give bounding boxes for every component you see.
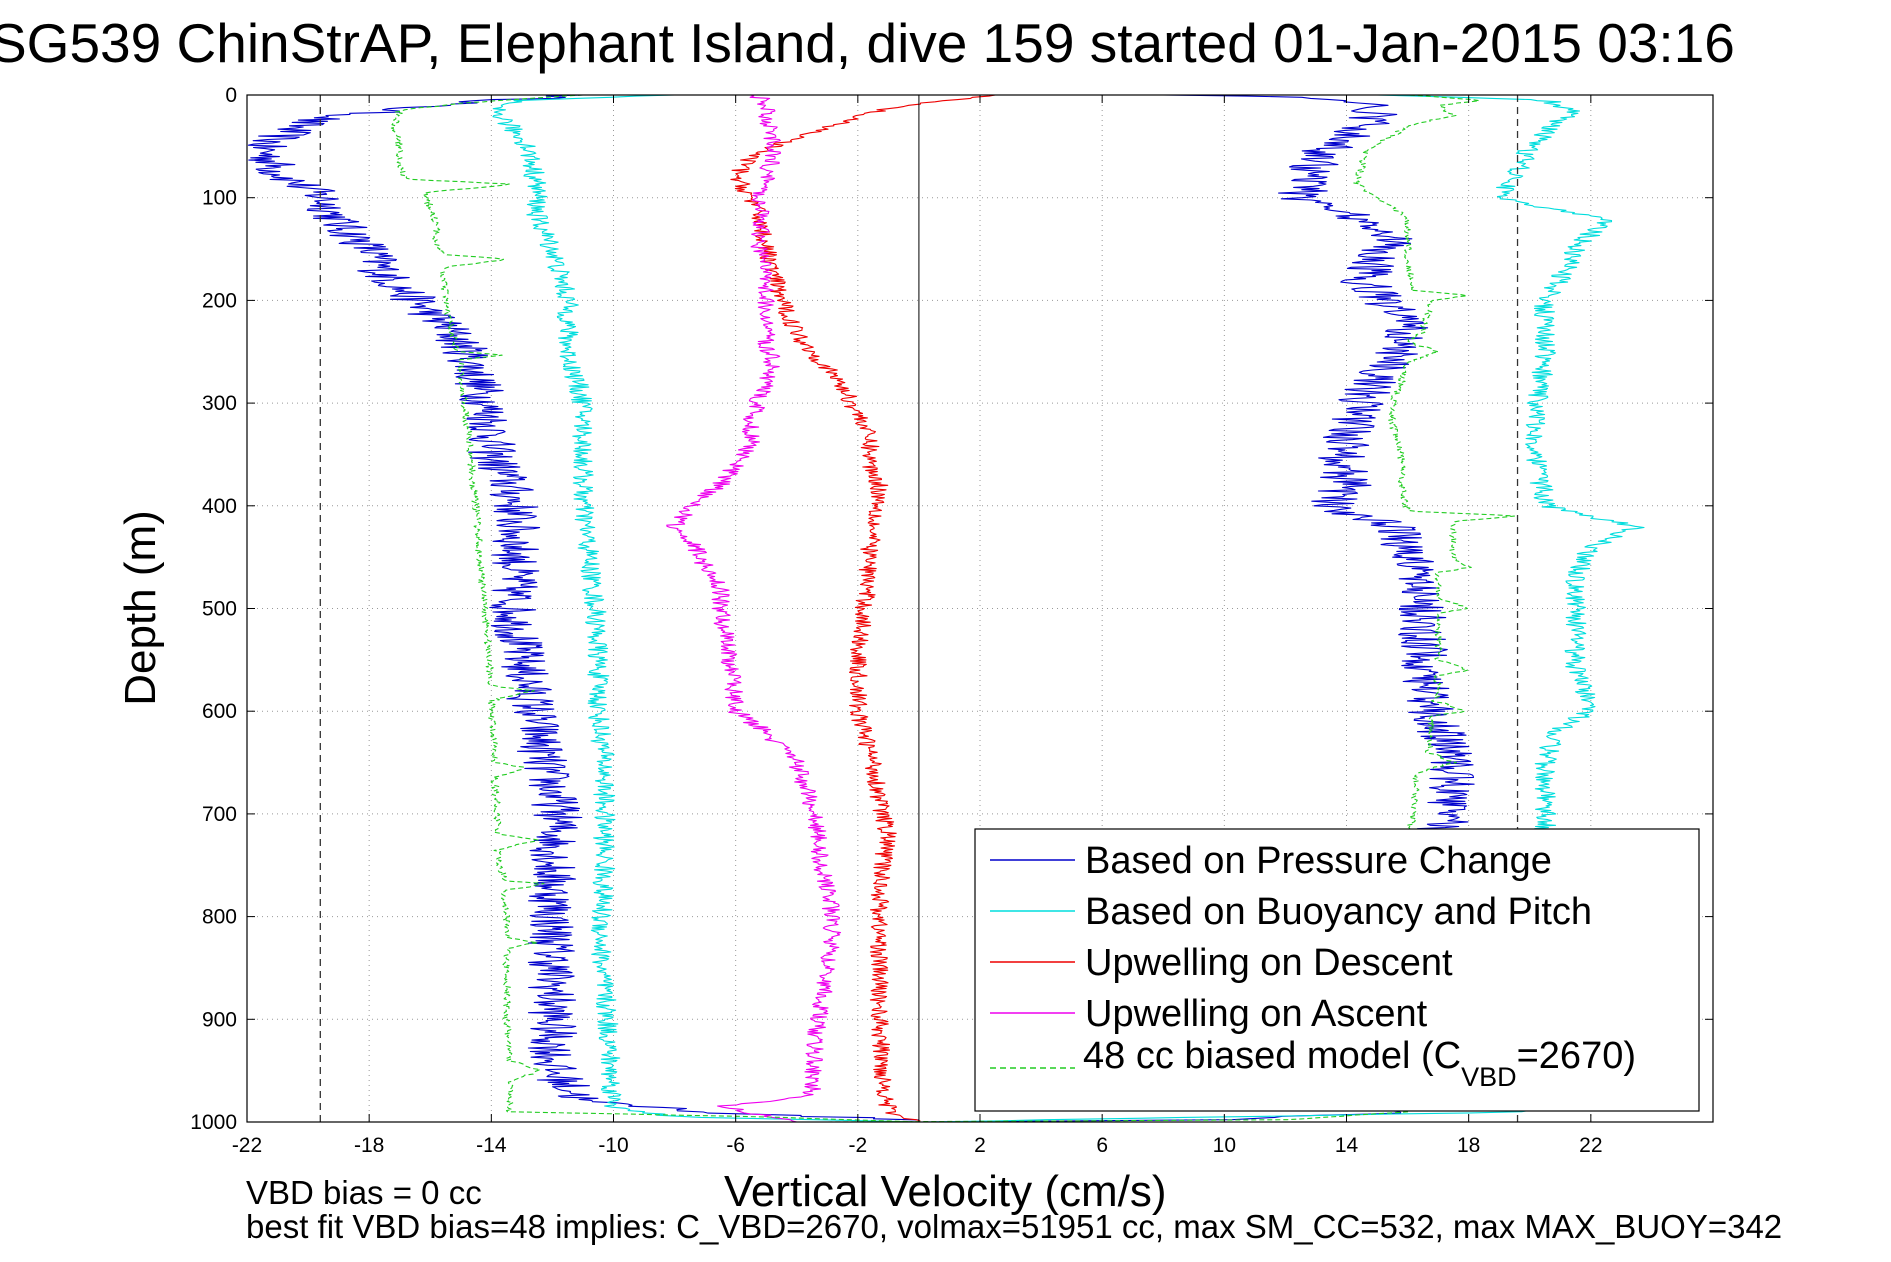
series-pressure-down [247, 95, 919, 1121]
legend-label-up-desc: Upwelling on Descent [1085, 942, 1453, 984]
x-tick-label: -6 [726, 1134, 745, 1157]
x-axis-label: Vertical Velocity (cm/s) [724, 1167, 1167, 1216]
y-tick-label: 0 [225, 84, 237, 107]
legend-model-prefix: 48 cc biased model (C [1083, 1035, 1461, 1077]
legend-label-model: 48 cc biased model (CVBD=2670) [1083, 1035, 1636, 1092]
legend-box [974, 828, 1700, 1112]
series-model-down [390, 95, 919, 1122]
series-up_desc-down [730, 95, 996, 1122]
y-tick-label: 800 [202, 906, 237, 929]
legend-model-sub: VBD [1461, 1062, 1517, 1092]
y-tick-label: 600 [202, 700, 237, 723]
y-tick-label: 200 [202, 289, 237, 312]
axis-ticks: -22 -18 -14 -10 -6 -2 2 6 10 14 18 2201002003004005… [190, 84, 1713, 1157]
y-tick-label: 700 [202, 803, 237, 826]
y-tick-label: 900 [202, 1008, 237, 1031]
x-tick-label: -22 [232, 1134, 262, 1157]
x-tick-label: -2 [848, 1134, 867, 1157]
x-tick-label: -10 [598, 1134, 628, 1157]
legend-label-up-asc: Upwelling on Ascent [1085, 993, 1428, 1035]
y-tick-label: 500 [202, 598, 237, 621]
chart-title: SG539 ChinStrAP, Elephant Island, dive 1… [0, 12, 1735, 74]
x-tick-label: 6 [1096, 1134, 1108, 1157]
x-tick-label: 2 [974, 1134, 986, 1157]
legend-label-pressure: Based on Pressure Change [1085, 840, 1552, 882]
footnote-vbd-bias: VBD bias = 0 cc [246, 1174, 482, 1211]
x-tick-label: -18 [354, 1134, 384, 1157]
series-up_asc-up [666, 95, 842, 1122]
y-tick-label: 300 [202, 392, 237, 415]
y-axis-label: Depth (m) [116, 510, 165, 706]
y-tick-label: 1000 [190, 1111, 237, 1134]
series-buoyancy-down [492, 95, 919, 1122]
x-tick-label: 14 [1335, 1134, 1359, 1157]
legend-label-buoyancy: Based on Buoyancy and Pitch [1085, 891, 1592, 933]
x-tick-label: 22 [1579, 1134, 1602, 1157]
legend: Based on Pressure Change Based on Buoyan… [974, 828, 1700, 1112]
footnote-best-fit: best fit VBD bias=48 implies: C_VBD=2670… [246, 1208, 1782, 1245]
x-tick-label: 18 [1457, 1134, 1480, 1157]
legend-model-suffix: =2670) [1517, 1035, 1636, 1077]
y-tick-label: 400 [202, 495, 237, 518]
x-tick-label: -14 [476, 1134, 507, 1157]
x-tick-label: 10 [1213, 1134, 1236, 1157]
y-tick-label: 100 [202, 187, 237, 210]
